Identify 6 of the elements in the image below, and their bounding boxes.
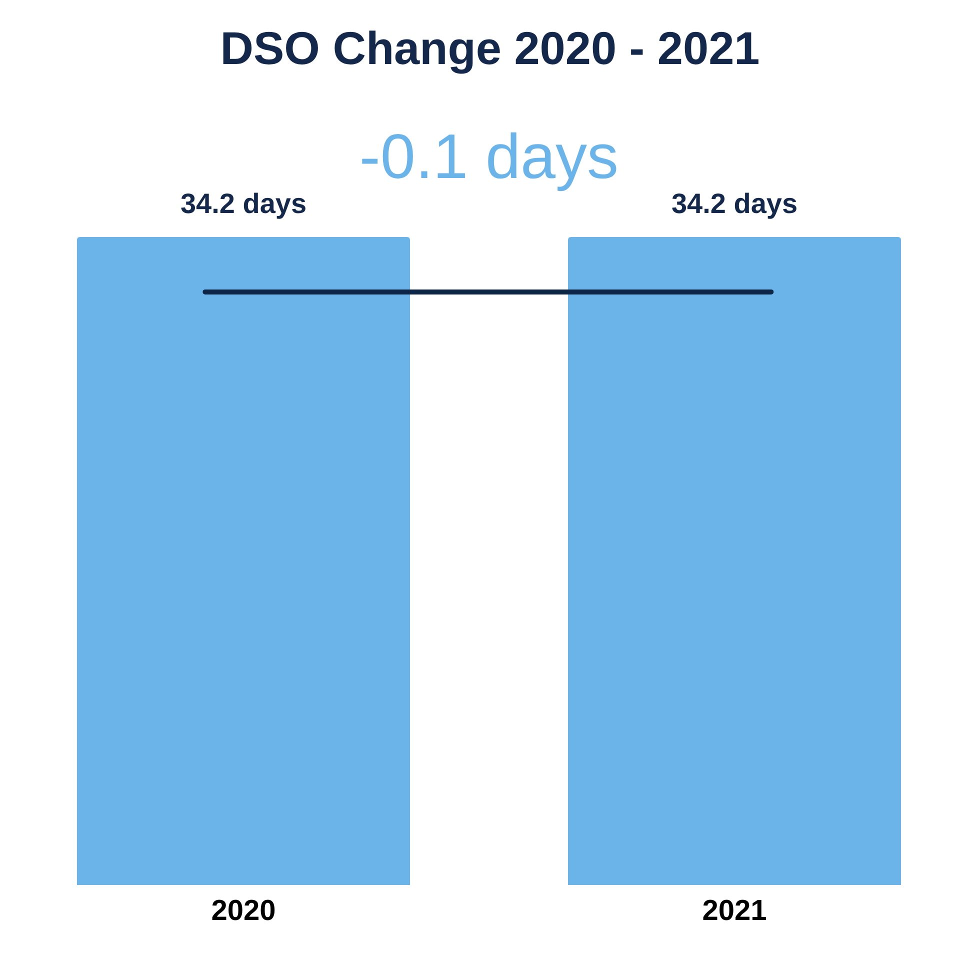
data-label: 34.2 days: [671, 188, 798, 219]
ref-line-label: -0.1 days: [359, 122, 619, 192]
chart-title: DSO Change 2020 - 2021: [220, 22, 760, 74]
data-label: 34.2 days: [180, 188, 307, 219]
x-tick-label: 2020: [211, 895, 276, 927]
x-tick-label: 2021: [702, 895, 767, 927]
